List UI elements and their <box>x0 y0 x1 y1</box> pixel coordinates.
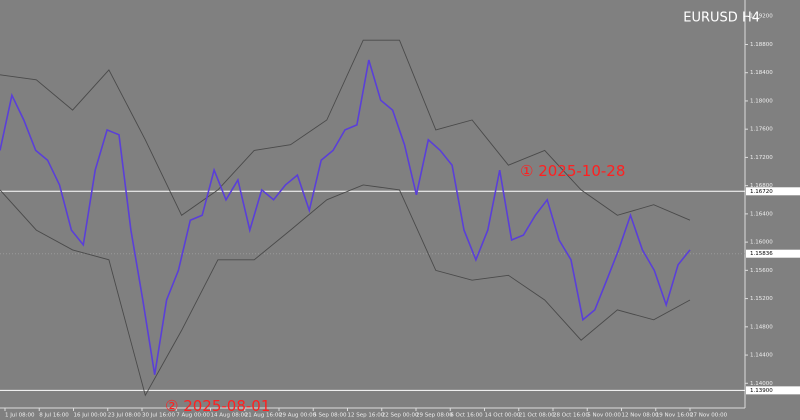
x-tick-label: 5 Sep 08:00 <box>313 413 347 419</box>
y-tick-label: 1.15600 <box>750 268 773 274</box>
annotation: ② 2025-08-01 <box>165 397 270 415</box>
current-price-label: 1.15836 <box>750 251 773 257</box>
price-line <box>0 59 691 375</box>
x-tick-label: 21 Oct 08:00 <box>519 413 555 419</box>
x-tick-label: 12 Nov 08:00 <box>622 413 660 419</box>
band-line <box>0 184 691 397</box>
chart-title: EURUSD H4 <box>683 11 760 26</box>
y-tick-label: 1.16000 <box>750 240 773 246</box>
x-tick-label: 5 Nov 00:00 <box>587 413 621 419</box>
y-tick-label: 1.17600 <box>750 127 773 133</box>
x-tick-label: 29 Aug 00:00 <box>279 413 317 419</box>
y-tick-label: 1.14800 <box>750 324 773 330</box>
x-tick-label: 23 Jul 08:00 <box>108 413 141 419</box>
y-tick-label: 1.18000 <box>750 98 773 104</box>
price-label-bg <box>746 386 800 395</box>
x-tick-label: 27 Nov 00:00 <box>690 413 728 419</box>
y-tick-label: 1.16800 <box>750 183 773 189</box>
x-tick-label: 1 Jul 08:00 <box>5 413 35 419</box>
x-tick-label: 19 Nov 16:00 <box>656 413 694 419</box>
x-tick-label: 29 Sep 08:00 <box>416 413 453 419</box>
y-tick-label: 1.14400 <box>750 353 773 359</box>
x-tick-label: 22 Sep 00:00 <box>382 413 419 419</box>
x-tick-label: 14 Oct 00:00 <box>485 413 521 419</box>
x-tick-label: 12 Sep 16:00 <box>348 413 385 419</box>
y-tick-label: 1.17200 <box>750 155 773 161</box>
x-tick-label: 16 Jul 00:00 <box>74 413 107 419</box>
price-label: 1.16720 <box>750 189 773 195</box>
y-tick-label: 1.19200 <box>750 14 773 20</box>
band-line <box>0 39 691 221</box>
price-label: 1.13900 <box>750 388 773 394</box>
x-tick-label: 8 Jul 16:00 <box>39 413 69 419</box>
y-tick-label: 1.16400 <box>750 211 773 217</box>
current-price-bg <box>746 249 800 258</box>
x-tick-label: 7 Aug 00:00 <box>176 413 210 419</box>
annotation: ① 2025-10-28 <box>520 162 625 180</box>
y-tick-label: 1.15200 <box>750 296 773 302</box>
x-tick-label: 6 Oct 16:00 <box>450 413 483 419</box>
x-tick-label: 14 Aug 08:00 <box>211 413 249 419</box>
price-label-bg <box>746 187 800 196</box>
x-tick-label: 28 Oct 16:00 <box>553 413 589 419</box>
y-tick-label: 1.14000 <box>750 381 773 387</box>
y-tick-label: 1.18800 <box>750 42 773 48</box>
y-tick-label: 1.18400 <box>750 70 773 76</box>
x-tick-label: 21 Aug 16:00 <box>245 413 283 419</box>
x-tick-label: 30 Jul 16:00 <box>142 413 175 419</box>
